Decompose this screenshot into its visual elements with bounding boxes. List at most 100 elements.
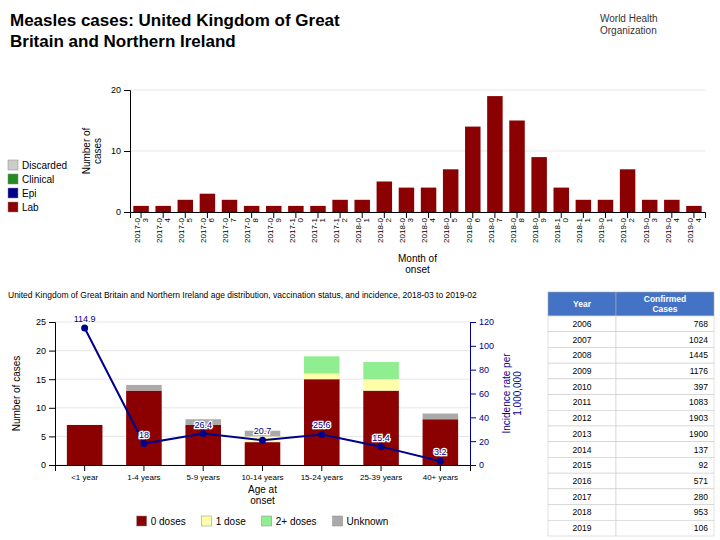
- tick-label: 0: [116, 207, 121, 217]
- tick-mark: [627, 212, 628, 218]
- tick-mark: [440, 465, 441, 471]
- legend-swatch: [8, 188, 18, 198]
- tick-mark: [472, 212, 473, 218]
- table-text: 1903: [689, 413, 708, 423]
- table-text: 2015: [573, 460, 592, 470]
- tick-mark: [262, 465, 263, 471]
- table-cell: [616, 426, 714, 442]
- tick-mark: [671, 212, 672, 218]
- tick-mark: [649, 212, 650, 218]
- tick: 2017-12: [332, 212, 349, 243]
- text-line: onset: [250, 495, 275, 506]
- tick: 2018-11: [575, 212, 592, 243]
- tick-label: 2017-10: [288, 217, 305, 242]
- tick-mark: [470, 465, 476, 466]
- bar: [554, 188, 569, 212]
- tick: 2017-04: [155, 212, 172, 243]
- tick-mark: [406, 212, 407, 218]
- text-line: 2: [340, 217, 349, 222]
- tick-label: 2019-04: [664, 217, 681, 242]
- tick-mark: [470, 346, 476, 347]
- text-line: onset: [405, 264, 430, 275]
- table-text: 953: [694, 507, 708, 517]
- tick: 2018-07: [487, 212, 504, 243]
- table-text: 571: [694, 476, 708, 486]
- bar: [244, 206, 259, 212]
- tick-label: 20: [36, 346, 46, 356]
- bar: [421, 188, 436, 212]
- tick-mark: [362, 212, 363, 218]
- bar: [332, 200, 347, 212]
- bar: [686, 206, 701, 212]
- table-cell: [548, 520, 616, 536]
- data-label: 3.2: [434, 447, 447, 457]
- tick-label: 20: [111, 85, 121, 95]
- text-line: 6: [207, 217, 216, 222]
- data-label: 25.6: [313, 420, 331, 430]
- marker: [318, 431, 325, 438]
- table-text: 2006: [573, 319, 592, 329]
- table-cell: [616, 332, 714, 348]
- bar: [310, 206, 325, 212]
- tick-label: 2018-02: [376, 217, 393, 242]
- tick-mark: [317, 212, 318, 218]
- tick: 0: [41, 460, 55, 470]
- annotation: World HealthOrganization: [600, 13, 658, 36]
- tick: 40+ years: [423, 465, 458, 482]
- bar: [126, 385, 162, 391]
- legend-swatch: [202, 516, 212, 526]
- legend-swatch: [262, 516, 272, 526]
- bar: [620, 169, 635, 212]
- tick-label: 5: [41, 432, 46, 442]
- table-text: 2010: [573, 382, 592, 392]
- tick-label: 0: [41, 460, 46, 470]
- tick-label: 100: [479, 341, 494, 351]
- table-cell: [548, 473, 616, 489]
- text-line: 4: [163, 217, 172, 222]
- data-label: 15.4: [372, 433, 390, 443]
- table-cell: [548, 395, 616, 411]
- tick: 5: [41, 432, 55, 442]
- tick-label: 2018-03: [398, 217, 415, 242]
- tick-mark: [539, 212, 540, 218]
- tick-label: 2017-12: [332, 217, 349, 242]
- text-line: 1: [318, 217, 327, 222]
- bar: [304, 373, 340, 379]
- text-line: 0: [561, 217, 570, 222]
- tick-label: 60: [479, 389, 489, 399]
- tick-mark: [143, 465, 144, 471]
- text-line: <1 year: [71, 473, 98, 482]
- bar: [178, 200, 193, 212]
- tick: 60: [470, 389, 489, 399]
- tick: 2017-06: [199, 212, 216, 243]
- tick-label: 2018-05: [442, 217, 459, 242]
- text-line: 2: [627, 217, 636, 222]
- bar: [363, 379, 399, 390]
- bar: [245, 442, 281, 465]
- table-cell: [616, 363, 714, 379]
- table-header-cell: [616, 292, 714, 316]
- tick: 10: [36, 403, 55, 413]
- tick-mark: [470, 370, 476, 371]
- tick-mark: [203, 465, 204, 471]
- bar: [126, 391, 162, 465]
- tick: 0: [116, 207, 130, 217]
- text-line: 15-24 years: [301, 473, 343, 482]
- tick-mark: [470, 394, 476, 395]
- tick-mark: [49, 436, 55, 437]
- tick: 2019-03: [642, 212, 659, 243]
- legend-label: 2+ doses: [276, 516, 317, 527]
- table-cell: [548, 379, 616, 395]
- legend: DiscardedClinicalEpiLab: [8, 160, 67, 213]
- bar: [664, 200, 679, 212]
- tick-mark: [49, 408, 55, 409]
- table-cell: [616, 316, 714, 332]
- text-line: 1: [583, 217, 592, 222]
- table-header: Year: [573, 299, 592, 309]
- text-line: 8: [251, 217, 260, 222]
- table-text: 2007: [573, 335, 592, 345]
- table-cell: [616, 520, 714, 536]
- tick-label: 40: [479, 413, 489, 423]
- text-line: 3: [406, 217, 415, 222]
- bar: [133, 206, 148, 212]
